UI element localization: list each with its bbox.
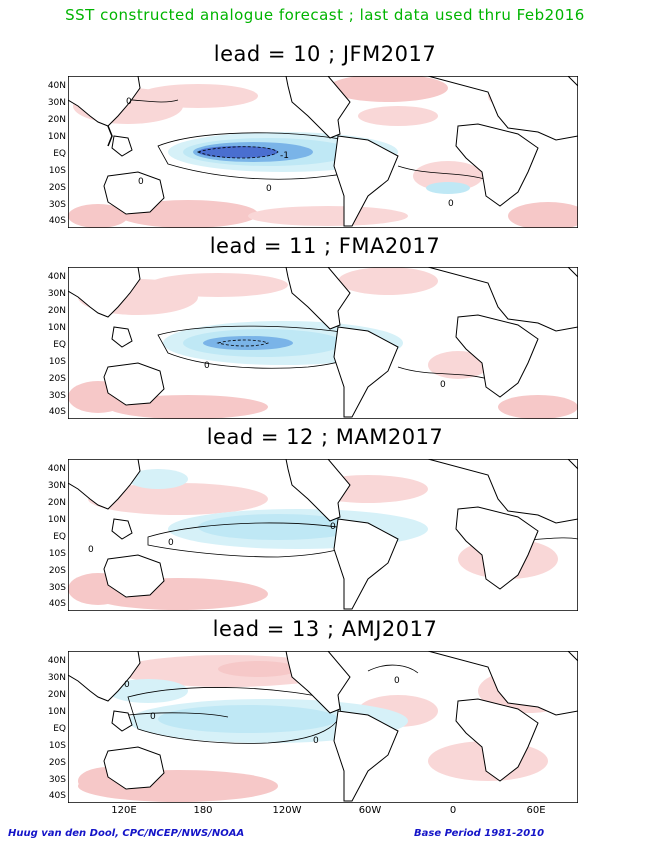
lat-label: 40S xyxy=(48,791,66,801)
lat-label: 10S xyxy=(48,741,66,751)
lat-label: 30N xyxy=(47,481,66,491)
lat-label: 10N xyxy=(47,515,66,525)
lat-label: 40N xyxy=(47,272,66,282)
lat-label: 40S xyxy=(48,599,66,609)
panel-title-lead-12: lead = 12 ; MAM2017 xyxy=(206,425,444,449)
panel-title-lead-10: lead = 10 ; JFM2017 xyxy=(213,42,437,66)
lat-label: 10N xyxy=(47,707,66,717)
lat-label: 30N xyxy=(47,98,66,108)
svg-text:0: 0 xyxy=(168,538,174,548)
lat-label: 40S xyxy=(48,216,66,226)
svg-text:0: 0 xyxy=(124,680,130,690)
svg-text:0: 0 xyxy=(394,676,400,686)
lat-label: EQ xyxy=(53,724,66,734)
lat-label: 40N xyxy=(47,656,66,666)
lat-label: 30S xyxy=(48,391,66,401)
lon-label: 0 xyxy=(449,805,457,816)
svg-text:0: 0 xyxy=(448,199,454,209)
sst-map-lead-12: 0 0 0 xyxy=(68,459,578,611)
lat-label: 20N xyxy=(47,498,66,508)
lon-label: 120W xyxy=(272,805,302,816)
map-panel-lead-10: 0 0 -1 0 0 xyxy=(68,76,578,228)
lon-label: 60E xyxy=(526,805,546,816)
svg-text:0: 0 xyxy=(150,712,156,722)
lat-label: 30S xyxy=(48,583,66,593)
svg-text:0: 0 xyxy=(126,97,132,107)
lat-label: 10N xyxy=(47,323,66,333)
lat-label: 10S xyxy=(48,357,66,367)
lat-label: 30S xyxy=(48,200,66,210)
lat-label: 20N xyxy=(47,115,66,125)
svg-text:0: 0 xyxy=(88,545,94,555)
lat-label: 10S xyxy=(48,549,66,559)
lat-label: 20S xyxy=(48,374,66,384)
lat-label: EQ xyxy=(53,340,66,350)
svg-text:0: 0 xyxy=(440,380,446,390)
svg-text:0: 0 xyxy=(266,184,272,194)
lat-label: 40S xyxy=(48,407,66,417)
lat-label: 10N xyxy=(47,132,66,142)
lon-label: 60W xyxy=(358,805,382,816)
sst-map-lead-13: 0 0 0 0 xyxy=(68,651,578,803)
svg-text:0: 0 xyxy=(204,361,210,371)
sst-map-lead-10: 0 0 -1 0 0 xyxy=(68,76,578,228)
map-panel-lead-11: 0 0 xyxy=(68,267,578,419)
lat-label: 20S xyxy=(48,183,66,193)
lat-label: EQ xyxy=(53,149,66,159)
lat-label: EQ xyxy=(53,532,66,542)
map-panel-lead-12: 0 0 0 xyxy=(68,459,578,611)
lat-label: 30N xyxy=(47,289,66,299)
svg-text:-1: -1 xyxy=(280,151,289,161)
footer-credit: Huug van den Dool, CPC/NCEP/NWS/NOAA xyxy=(8,828,245,839)
footer-base-period: Base Period 1981-2010 xyxy=(414,828,545,839)
lat-label: 30S xyxy=(48,775,66,785)
panel-title-lead-13: lead = 13 ; AMJ2017 xyxy=(212,617,438,641)
sst-map-lead-11: 0 0 xyxy=(68,267,578,419)
lon-label: 180 xyxy=(193,805,213,816)
lat-label: 20S xyxy=(48,566,66,576)
lon-label: 120E xyxy=(111,805,137,816)
lat-label: 40N xyxy=(47,464,66,474)
lat-label: 10S xyxy=(48,166,66,176)
lat-label: 40N xyxy=(47,81,66,91)
svg-text:0: 0 xyxy=(313,736,319,746)
map-panel-lead-13: 0 0 0 0 xyxy=(68,651,578,803)
lat-label: 20S xyxy=(48,758,66,768)
lat-label: 30N xyxy=(47,673,66,683)
lat-label: 20N xyxy=(47,690,66,700)
svg-text:0: 0 xyxy=(138,177,144,187)
chart-title: SST constructed analogue forecast ; last… xyxy=(65,6,585,24)
lat-label: 20N xyxy=(47,306,66,316)
panel-title-lead-11: lead = 11 ; FMA2017 xyxy=(209,234,441,258)
svg-text:0: 0 xyxy=(330,522,336,532)
